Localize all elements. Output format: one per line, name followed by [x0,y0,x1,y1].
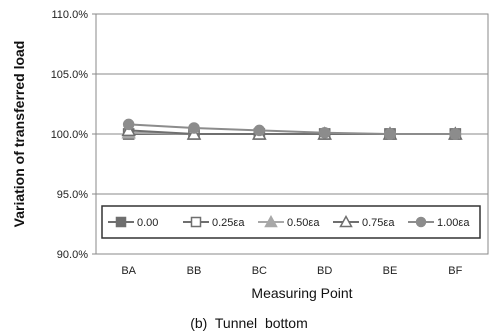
data-point [188,122,200,134]
data-point [190,216,202,228]
x-tick-labels: BA BB BC BD BE BF [121,265,462,277]
legend-items: 0.00 0.25εa 0.50εa 0.75εa 1.00εa [108,214,470,229]
legend-label: 0.75εa [362,217,395,229]
data-point [318,127,331,139]
data-point [253,124,266,137]
y-tick-labels: 90.0% 95.0% 100.0% 105.0% 110.0% [51,9,89,261]
y-tick-label: 95.0% [57,189,88,201]
data-point [339,214,353,228]
y-axis-label: Variation of transferred load [11,41,27,228]
legend: 0.00 0.25εa 0.50εa 0.75εa 1.00εa [101,205,481,239]
data-point [449,128,462,140]
x-tick-label: BE [383,265,398,277]
legend-label: 1.00εa [437,217,470,229]
y-tick-label: 110.0% [52,9,89,21]
data-point [415,216,427,228]
y-tick-label: 105.0% [51,69,89,81]
x-tick-label: BF [448,265,462,277]
legend-label: 0.25εa [212,217,245,229]
data-point [122,118,135,131]
x-tick-label: BC [252,265,267,277]
y-tick-label: 100.0% [51,129,89,141]
legend-label: 0.50εa [287,217,320,229]
data-point [384,128,396,140]
series-line [128,123,456,135]
x-tick-label: BB [187,265,202,277]
series-group [121,118,463,140]
x-axis-label: Measuring Point [251,285,352,301]
data-point [264,214,278,228]
legend-label: 0.00 [137,217,158,229]
figure-caption: (b) Tunnel bottom [190,315,308,331]
x-tick-label: BD [317,265,332,277]
y-tick-label: 90.0% [57,249,88,261]
data-point [115,216,127,228]
x-tick-label: BA [121,265,136,277]
